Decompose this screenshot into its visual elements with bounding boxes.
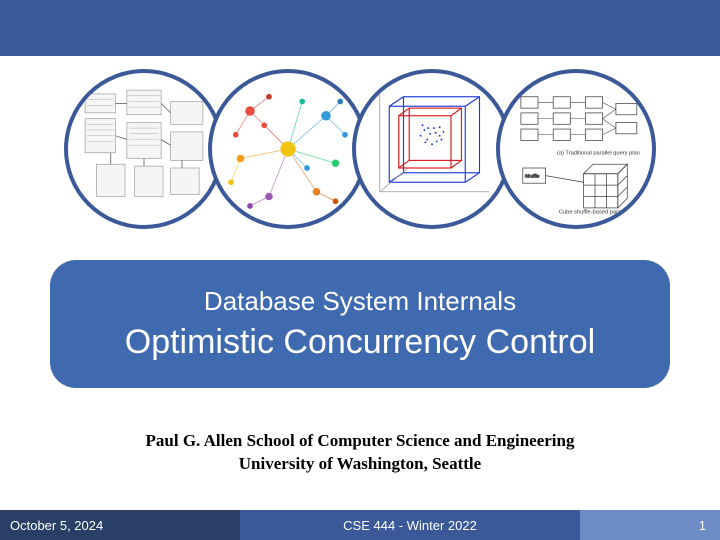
circle-schema-diagram: [64, 69, 224, 229]
top-bar: [0, 0, 720, 56]
affiliation-line2: University of Washington, Seattle: [0, 453, 720, 476]
circle-parallel-plan: (a) Traditional parallel query plan Shuf…: [496, 69, 656, 229]
circles-row: (a) Traditional parallel query plan Shuf…: [0, 62, 720, 236]
circle-network-graph: [208, 69, 368, 229]
main-title: Optimistic Concurrency Control: [125, 323, 595, 362]
affiliation-line1: Paul G. Allen School of Computer Science…: [0, 430, 720, 453]
svg-text:Shuffle: Shuffle: [525, 174, 540, 180]
svg-text:Cube shuffle-based parallel: Cube shuffle-based parallel: [559, 210, 628, 216]
footer-page-number: 1: [580, 510, 720, 540]
title-box: Database System Internals Optimistic Con…: [50, 260, 670, 388]
footer-course: CSE 444 - Winter 2022: [240, 510, 580, 540]
footer: October 5, 2024 CSE 444 - Winter 2022 1: [0, 510, 720, 540]
svg-text:(a) Traditional parallel query: (a) Traditional parallel query plan: [557, 151, 640, 157]
subtitle: Database System Internals: [204, 286, 516, 317]
footer-date: October 5, 2024: [0, 510, 240, 540]
affiliation: Paul G. Allen School of Computer Science…: [0, 430, 720, 476]
circle-3d-wireframe: [352, 69, 512, 229]
